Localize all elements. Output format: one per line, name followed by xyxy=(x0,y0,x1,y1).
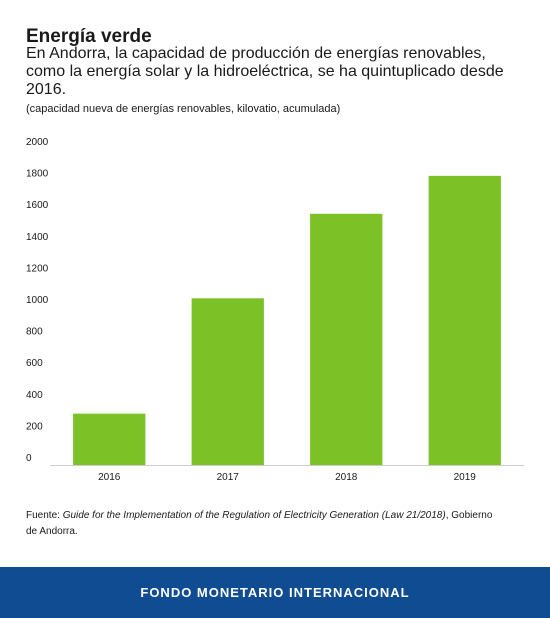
unit-note: (capacidad nueva de energías renovables,… xyxy=(26,103,341,115)
bar-2016 xyxy=(73,413,146,465)
footer-label: FONDO MONETARIO INTERNACIONAL xyxy=(140,585,410,600)
source-note: Fuente: Guide for the Implementation of … xyxy=(26,508,506,540)
chart-subtitle: En Andorra, la capacidad de producción d… xyxy=(26,45,504,98)
y-axis-ticks: 0 200 400 600 800 1000 1200 1400 1600 1800 2000 xyxy=(26,137,49,464)
y-tick-label: 1800 xyxy=(26,169,49,180)
bar-chart: 0 200 400 600 800 1000 1200 1400 1600 1800 2000 20… xyxy=(26,137,524,483)
y-tick-label: 1200 xyxy=(26,263,49,274)
y-tick-label: 1600 xyxy=(26,200,49,211)
source-suffix: , Gobierno de Andorra. xyxy=(26,510,493,537)
source-document: Guide for the Implementation of the Regu… xyxy=(62,510,446,521)
x-tick-label: 2016 xyxy=(98,472,121,483)
source-prefix: Fuente: xyxy=(26,510,63,521)
bar-2018 xyxy=(310,213,383,465)
bar-2019 xyxy=(428,175,501,466)
y-tick-label: 1400 xyxy=(26,232,49,243)
y-tick-label: 600 xyxy=(26,358,43,369)
y-tick-label: 400 xyxy=(26,390,43,401)
x-tick-label: 2019 xyxy=(454,472,477,483)
chart-title: Energía verde xyxy=(26,26,152,47)
x-tick-label: 2018 xyxy=(335,472,358,483)
y-tick-label: 0 xyxy=(26,453,32,464)
y-tick-label: 200 xyxy=(26,421,43,432)
y-tick-label: 2000 xyxy=(26,137,49,148)
x-axis-ticks: 2016 2017 2018 2019 xyxy=(98,472,476,483)
footer-bar: FONDO MONETARIO INTERNACIONAL xyxy=(0,567,550,618)
y-tick-label: 800 xyxy=(26,327,43,338)
x-tick-label: 2017 xyxy=(217,472,240,483)
y-tick-label: 1000 xyxy=(26,295,49,306)
bars xyxy=(73,175,501,466)
bar-2017 xyxy=(191,298,264,465)
